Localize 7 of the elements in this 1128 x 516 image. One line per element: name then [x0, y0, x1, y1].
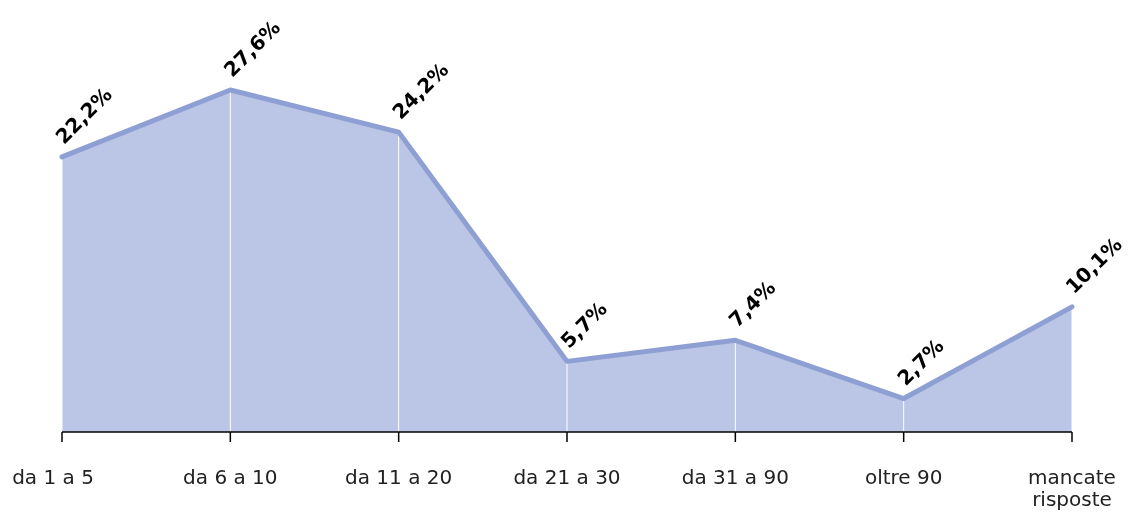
x-tick-label: da 21 a 30 — [513, 465, 621, 489]
x-tick-label: da 31 a 90 — [681, 465, 789, 489]
x-tick-label: da 11 a 20 — [345, 465, 453, 489]
x-tick-label: mancate risposte — [1028, 465, 1116, 511]
x-tick-label: da 6 a 10 — [183, 465, 278, 489]
x-tick-label: oltre 90 — [864, 465, 943, 489]
x-tick-label: da 1 a 5 — [12, 465, 94, 489]
